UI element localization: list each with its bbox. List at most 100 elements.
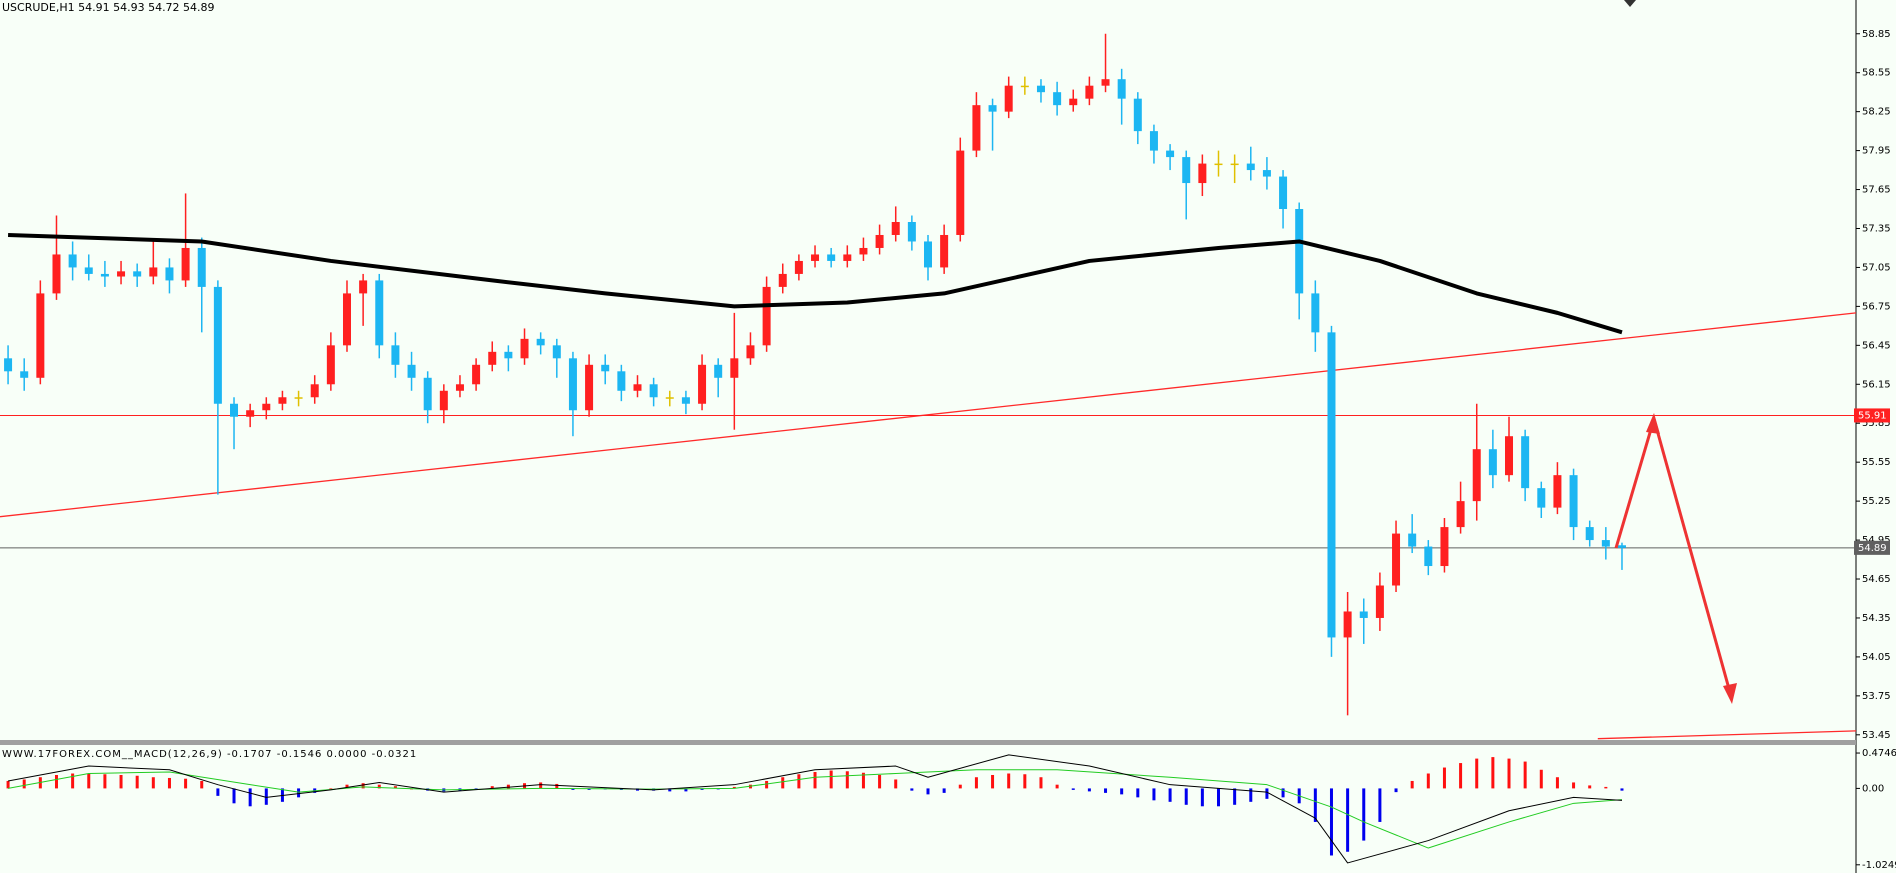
candle-body — [762, 286, 771, 346]
macd-bar — [684, 788, 688, 792]
macd-bar — [1200, 788, 1204, 807]
macd-bar — [1442, 767, 1446, 789]
candle-body — [891, 222, 900, 235]
macd-bar — [393, 786, 397, 789]
y-tick-label: 55.85 — [1862, 418, 1891, 429]
candle-body — [827, 254, 836, 261]
macd-bar — [1168, 788, 1172, 802]
macd-bar — [1265, 788, 1269, 799]
macd-bar — [200, 780, 204, 789]
y-tick-label: -1.0249 — [1862, 860, 1896, 871]
panel-separator — [0, 740, 1856, 745]
macd-bar — [910, 788, 914, 791]
candle-body — [1601, 540, 1610, 547]
y-tick-label: 54.05 — [1862, 652, 1891, 663]
macd-bar — [1491, 757, 1495, 789]
macd-bar — [264, 788, 268, 805]
candle-body — [488, 351, 497, 365]
macd-bar — [167, 777, 171, 789]
candle-body — [1279, 176, 1288, 210]
candle-body — [972, 105, 981, 151]
candle-body — [665, 397, 674, 399]
macd-bar — [797, 774, 801, 789]
macd-bar — [1459, 763, 1463, 789]
candle-body — [1246, 163, 1255, 171]
candle-body — [342, 293, 351, 346]
candle-body — [181, 247, 190, 281]
forecast-arrows — [1614, 413, 1737, 704]
macd-bar — [829, 770, 833, 789]
candle-body — [681, 397, 690, 404]
candle-body — [1359, 611, 1368, 618]
candle-body — [1488, 449, 1497, 476]
candle-body — [4, 358, 13, 372]
candle-body — [746, 345, 755, 359]
trendline — [1597, 730, 1857, 740]
chart-title: USCRUDE,H1 54.91 54.93 54.72 54.89 — [2, 1, 215, 14]
macd-bar — [1233, 788, 1237, 805]
y-tick-label: 53.75 — [1862, 691, 1891, 702]
macd-bar — [1217, 788, 1221, 807]
candle-body — [940, 234, 949, 268]
y-tick-label: 54.95 — [1862, 535, 1891, 546]
candle-body — [714, 364, 723, 378]
candle-body — [359, 280, 368, 294]
candle-body — [1585, 527, 1594, 541]
candle-body — [1311, 293, 1320, 333]
candle-body — [262, 403, 271, 411]
macd-bar — [1475, 758, 1479, 789]
macd-bar — [926, 788, 930, 795]
y-tick-label: 53.45 — [1862, 730, 1891, 741]
macd-bar — [1136, 788, 1140, 798]
candle-body — [310, 384, 319, 398]
candle-body — [1053, 92, 1062, 106]
line-series — [7, 754, 1623, 864]
macd-bar — [1394, 788, 1398, 793]
candle-body — [504, 351, 513, 359]
macd-bar — [54, 774, 58, 789]
price-box — [1854, 408, 1890, 423]
candle-body — [552, 345, 561, 359]
macd-bar — [1604, 786, 1608, 789]
candle-body — [1408, 533, 1417, 547]
macd-bar — [1426, 773, 1430, 789]
macd-bar — [1539, 769, 1543, 789]
macd-bar — [1184, 788, 1188, 805]
macd-bar — [377, 784, 381, 789]
candle-body — [1617, 545, 1626, 548]
y-tick-label: 0.00 — [1862, 783, 1884, 794]
candle-body — [633, 384, 642, 391]
candle-body — [988, 105, 997, 112]
candle-body — [20, 371, 29, 378]
candle-body — [1553, 475, 1562, 508]
candle-body — [117, 271, 126, 277]
candle-body — [1521, 436, 1530, 489]
macd-bar — [813, 772, 817, 789]
candle-body — [1537, 488, 1546, 508]
macd-bar — [958, 784, 962, 789]
candle-body — [859, 247, 868, 255]
candle-body — [1149, 131, 1158, 151]
macd-bar — [878, 774, 882, 789]
y-tick-label: 54.65 — [1862, 574, 1891, 585]
candle-body — [617, 371, 626, 391]
trendline — [0, 312, 1857, 518]
price-box — [1854, 540, 1890, 555]
macd-bar — [1378, 788, 1382, 822]
candle-body — [1375, 585, 1384, 618]
candle-body — [1182, 157, 1191, 184]
macd-bar — [103, 774, 107, 789]
macd-bar — [861, 772, 865, 789]
macd-bar — [1023, 774, 1027, 789]
candle-body — [68, 254, 77, 268]
candle-body — [875, 234, 884, 248]
macd-bar — [765, 780, 769, 789]
main-panel: 58.85 58.55 58.25 57.95 57.65 57.35 57.05 56.75… — [0, 29, 1891, 741]
macd-bar — [22, 779, 26, 789]
y-tick-label: 54.35 — [1862, 613, 1891, 624]
candle-body — [1166, 150, 1175, 158]
candle-body — [1440, 527, 1449, 567]
y-tick-label: 56.75 — [1862, 301, 1891, 312]
candle-body — [601, 364, 610, 372]
